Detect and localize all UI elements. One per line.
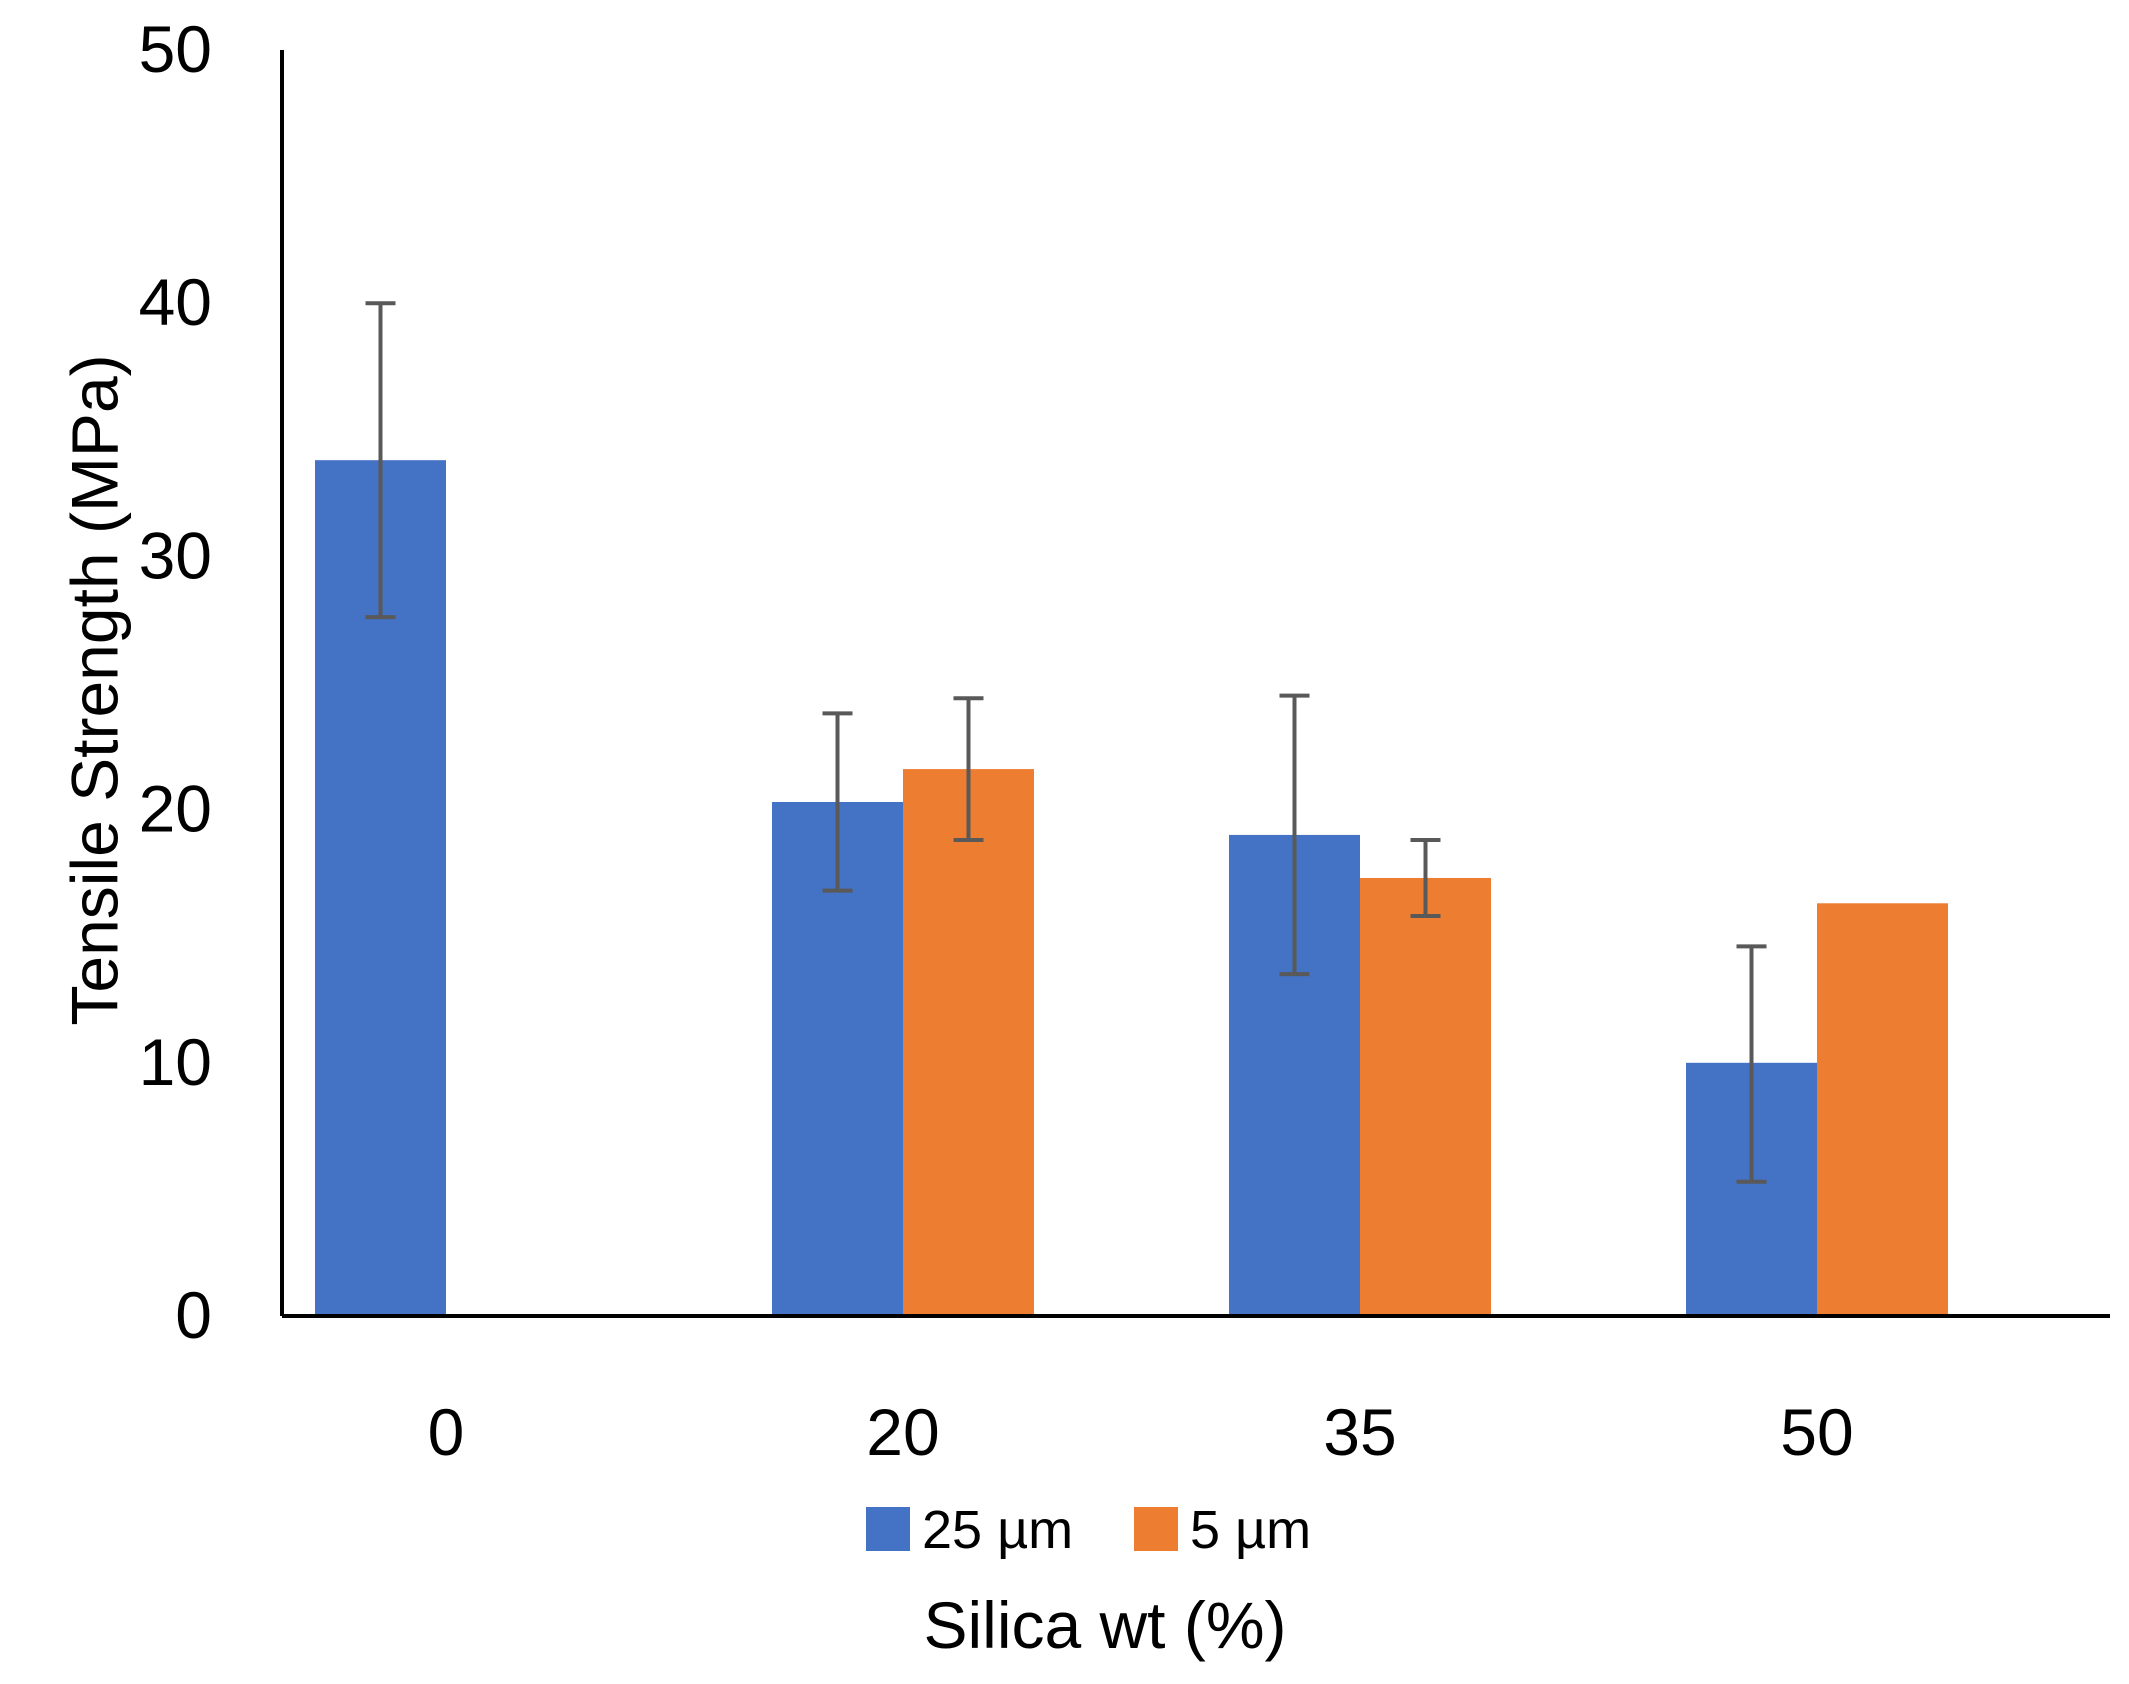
y-tick-label: 50 [139,12,212,86]
y-tick-label: 0 [175,1278,212,1352]
legend-swatch-25um [866,1507,910,1551]
error-bar [1410,837,1441,918]
y-tick-label: 10 [139,1025,212,1099]
error-bar [953,696,984,842]
x-tick-label: 35 [1323,1395,1396,1469]
legend-label-5um: 5 µm [1190,1500,1311,1560]
x-tick-labels: 0 20 35 50 [428,1395,1854,1469]
x-tick-label: 0 [428,1395,465,1469]
bar-5um-50 [1817,903,1948,1316]
y-tick-labels: 0 10 20 30 40 50 [139,12,212,1352]
bars-layer [315,460,1948,1317]
error-bar [1279,693,1310,977]
x-axis-title: Silica wt (%) [923,1588,1286,1662]
x-tick-label: 20 [866,1395,939,1469]
y-tick-label: 30 [139,518,212,592]
error-bar [1736,944,1767,1184]
x-tick-label: 50 [1780,1395,1853,1469]
error-bars-layer [365,301,1767,1184]
bar-5um-35 [1360,877,1491,1316]
y-tick-label: 40 [139,265,212,339]
legend-swatch-5um [1134,1507,1178,1551]
axes-layer [280,50,2110,1318]
error-bar [365,301,396,620]
legend-label-25um: 25 µm [922,1500,1073,1560]
y-axis-title: Tensile Strength (MPa) [57,354,131,1025]
legend: 25 µm 5 µm [866,1500,1311,1560]
error-bar [822,711,853,893]
bar-5um-20 [903,769,1034,1316]
y-tick-label: 20 [139,772,212,846]
